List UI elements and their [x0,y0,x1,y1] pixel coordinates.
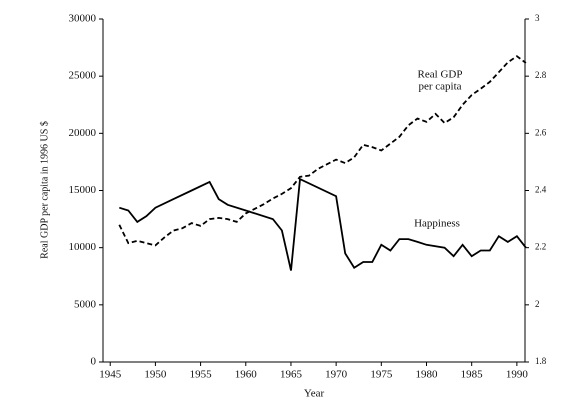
y-tick-label: 15000 [69,184,97,196]
x-tick-label: 1985 [461,369,484,381]
series-line [118,55,527,247]
y-tick-label: 5000 [74,298,97,310]
y2-tick-label: 2.4 [535,185,547,195]
y-tick-label: 25000 [69,70,97,82]
x-tick-label: 1990 [506,369,529,381]
x-axis-title: Year [304,388,325,400]
y2-tick-label: 2.2 [535,242,546,252]
x-tick-label: 1950 [144,369,167,381]
x-tick-label: 1955 [190,369,213,381]
y-tick-label: 0 [91,356,97,368]
annotation: Happiness [414,218,460,230]
y-tick-label: 10000 [69,241,97,253]
y2-tick-label: 2 [535,299,540,309]
series-line [119,177,527,271]
x-tick-label: 1975 [370,369,393,381]
y-axis-title: Real GDP per capita in 1996 US $ [39,121,50,259]
annotation: per capita [418,81,461,93]
y-tick-label: 20000 [69,127,97,139]
x-tick-label: 1960 [235,369,258,381]
y2-tick-label: 2.8 [535,70,547,80]
y-tick-label: 30000 [69,13,97,25]
y2-tick-label: 2.6 [535,127,547,137]
x-tick-label: 1980 [416,369,439,381]
y2-tick-label: 3 [535,13,540,23]
x-tick-label: 1965 [280,369,303,381]
y2-tick-label: 1.8 [535,356,547,366]
x-tick-label: 1945 [99,369,122,381]
x-tick-label: 1970 [325,369,348,381]
annotation: Real GDP [418,69,463,81]
